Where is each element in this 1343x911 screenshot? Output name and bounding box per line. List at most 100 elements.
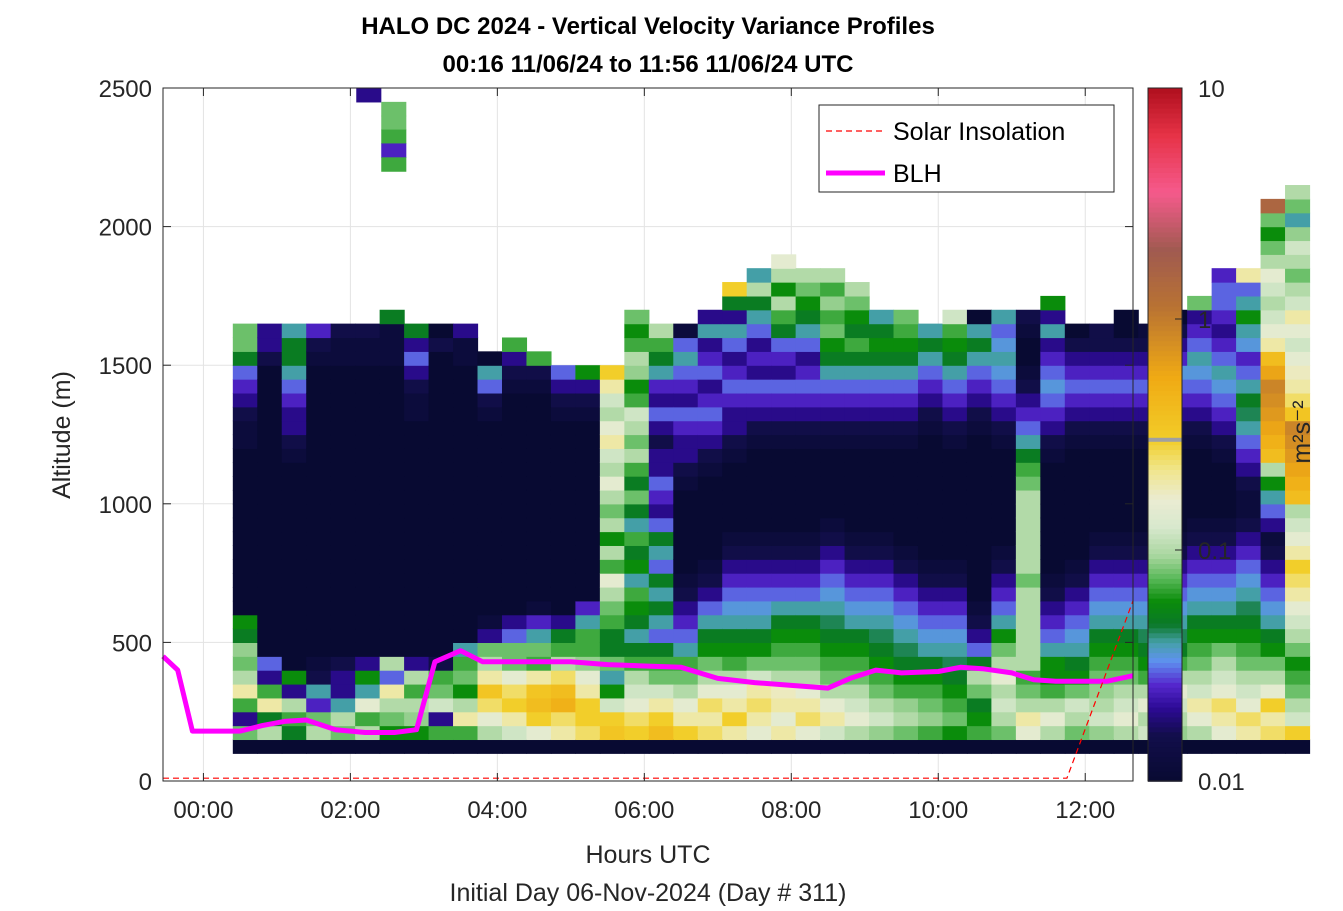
heatmap-cell xyxy=(599,434,625,449)
heatmap-cell xyxy=(722,697,748,713)
heatmap-cell xyxy=(844,462,870,477)
heatmap-cell xyxy=(991,545,1017,560)
colorbar-strip xyxy=(1148,647,1182,654)
heatmap-cell xyxy=(648,503,674,519)
heatmap-cell xyxy=(1040,323,1066,339)
heatmap-cell xyxy=(1211,337,1237,352)
heatmap-cell xyxy=(1089,614,1115,630)
heatmap-cell xyxy=(966,517,992,533)
heatmap-cell xyxy=(428,614,454,630)
colorbar-strip xyxy=(1148,652,1182,659)
heatmap-cell xyxy=(1064,586,1090,602)
heatmap-cell xyxy=(1285,268,1311,283)
heatmap-cell xyxy=(526,559,552,574)
heatmap-cell xyxy=(1187,337,1213,352)
heatmap-cell xyxy=(1260,656,1286,671)
heatmap-cell xyxy=(820,697,846,713)
heatmap-cell xyxy=(1113,309,1139,325)
heatmap-cell xyxy=(1285,254,1311,269)
heatmap-cell xyxy=(257,739,283,754)
heatmap-cell xyxy=(844,739,870,754)
heatmap-cell xyxy=(942,379,968,394)
heatmap-cell xyxy=(1089,489,1115,505)
heatmap-cell xyxy=(722,365,748,380)
heatmap-cell xyxy=(917,337,944,352)
heatmap-cell xyxy=(771,531,797,546)
heatmap-cell xyxy=(869,628,895,643)
heatmap-cell xyxy=(526,476,552,491)
heatmap-cell xyxy=(722,489,748,505)
heatmap-cell xyxy=(1285,476,1311,491)
heatmap-cell xyxy=(722,573,748,588)
heatmap-cell xyxy=(1285,462,1311,477)
heatmap-cell xyxy=(917,697,944,713)
heatmap-cell xyxy=(795,545,821,560)
heatmap-cell xyxy=(893,448,919,463)
heatmap-cell xyxy=(820,365,846,380)
heatmap-cell xyxy=(281,614,307,630)
heatmap-cell xyxy=(575,448,601,463)
heatmap-cell xyxy=(1089,683,1115,699)
heatmap-cell xyxy=(1236,420,1262,436)
heatmap-cell xyxy=(746,406,772,422)
heatmap-cell xyxy=(355,434,381,449)
heatmap-cell xyxy=(477,462,503,477)
heatmap-cell xyxy=(330,337,356,352)
heatmap-cell xyxy=(697,406,723,422)
heatmap-cell xyxy=(453,392,479,408)
heatmap-cell xyxy=(501,351,528,366)
heatmap-cell xyxy=(526,420,552,436)
heatmap-cell xyxy=(477,586,503,602)
heatmap-cell xyxy=(355,420,381,436)
heatmap-cell xyxy=(746,379,772,394)
heatmap-cell xyxy=(575,559,601,574)
heatmap-cell xyxy=(991,337,1017,352)
heatmap-cell xyxy=(453,323,479,339)
heatmap-cell xyxy=(1113,434,1139,449)
heatmap-cell xyxy=(404,517,430,533)
heatmap-cell xyxy=(355,697,381,713)
heatmap-cell xyxy=(232,711,258,727)
heatmap-cell xyxy=(820,323,846,339)
heatmap-cell xyxy=(1285,545,1311,560)
heatmap-cell xyxy=(697,614,723,630)
heatmap-cell xyxy=(1089,462,1115,477)
heatmap-cell xyxy=(624,559,650,574)
heatmap-cell xyxy=(1089,323,1115,339)
heatmap-cell xyxy=(795,697,821,713)
heatmap-cell xyxy=(869,586,895,602)
heatmap-cell xyxy=(526,406,552,422)
heatmap-cell xyxy=(1089,642,1115,657)
heatmap-cell xyxy=(404,656,430,671)
heatmap-cell xyxy=(232,559,258,574)
heatmap-cell xyxy=(281,517,307,533)
heatmap-cell xyxy=(428,545,454,560)
heatmap-cell xyxy=(869,351,895,366)
heatmap-cell xyxy=(966,725,992,741)
x-tick-label: 00:00 xyxy=(173,797,233,824)
heatmap-cell xyxy=(257,351,283,366)
y-axis-ticks: 0 500 1000 1500 2000 2500 xyxy=(99,76,1133,796)
heatmap-cell xyxy=(404,323,430,339)
heatmap-cell xyxy=(820,725,846,741)
heatmap-cell xyxy=(697,531,723,546)
heatmap-cell xyxy=(869,725,895,741)
heatmap-cell xyxy=(966,337,992,352)
heatmap-cell xyxy=(795,268,821,283)
heatmap-cell xyxy=(795,337,821,352)
heatmap-cell xyxy=(624,323,650,339)
heatmap-cell xyxy=(1260,295,1286,311)
heatmap-cell xyxy=(673,489,699,505)
heatmap-cell xyxy=(306,739,332,754)
heatmap-cell xyxy=(697,573,723,588)
heatmap-cell xyxy=(673,462,699,477)
colorbar-strip xyxy=(1148,191,1182,198)
heatmap-cell xyxy=(1285,489,1311,505)
heatmap-cell xyxy=(1211,697,1237,713)
heatmap-cell xyxy=(257,614,283,630)
heatmap-cell xyxy=(648,337,674,352)
colorbar-strip xyxy=(1148,439,1182,446)
heatmap-cell xyxy=(1015,309,1041,325)
heatmap-cell xyxy=(917,642,944,657)
heatmap-cell xyxy=(917,406,944,422)
